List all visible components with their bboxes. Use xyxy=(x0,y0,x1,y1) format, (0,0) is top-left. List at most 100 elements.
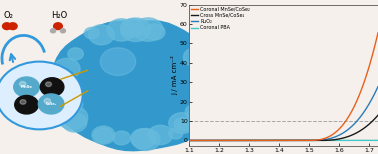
Circle shape xyxy=(146,118,171,137)
Circle shape xyxy=(150,132,161,140)
Circle shape xyxy=(163,125,176,135)
Circle shape xyxy=(196,55,215,71)
Circle shape xyxy=(15,95,38,114)
Circle shape xyxy=(151,33,169,47)
Circle shape xyxy=(94,128,113,142)
Circle shape xyxy=(63,66,74,75)
Circle shape xyxy=(84,27,99,39)
Circle shape xyxy=(144,115,165,132)
Circle shape xyxy=(84,45,112,66)
Circle shape xyxy=(55,87,81,108)
Circle shape xyxy=(51,29,56,33)
Circle shape xyxy=(179,88,192,98)
Circle shape xyxy=(105,108,122,121)
Circle shape xyxy=(173,108,183,117)
Circle shape xyxy=(160,109,187,130)
Circle shape xyxy=(113,38,140,60)
Circle shape xyxy=(141,120,160,135)
Circle shape xyxy=(164,61,177,71)
Circle shape xyxy=(83,79,98,91)
Circle shape xyxy=(200,90,220,106)
Circle shape xyxy=(121,19,144,37)
Circle shape xyxy=(99,54,112,64)
Circle shape xyxy=(81,95,91,103)
Circle shape xyxy=(105,36,120,47)
Circle shape xyxy=(62,113,87,132)
Circle shape xyxy=(112,131,132,147)
Circle shape xyxy=(100,48,136,75)
Circle shape xyxy=(84,38,104,54)
Circle shape xyxy=(188,86,215,107)
Circle shape xyxy=(43,69,74,93)
Circle shape xyxy=(124,125,143,140)
Circle shape xyxy=(167,78,185,92)
Circle shape xyxy=(145,105,167,123)
Circle shape xyxy=(192,46,208,59)
Circle shape xyxy=(46,82,51,87)
Circle shape xyxy=(68,48,84,60)
Circle shape xyxy=(38,94,64,114)
Circle shape xyxy=(60,102,90,125)
Circle shape xyxy=(46,90,77,114)
Circle shape xyxy=(112,126,137,145)
Circle shape xyxy=(84,92,113,115)
Circle shape xyxy=(93,64,104,73)
Circle shape xyxy=(169,88,190,104)
Circle shape xyxy=(60,96,74,106)
Circle shape xyxy=(169,113,195,134)
Circle shape xyxy=(159,104,178,120)
Circle shape xyxy=(129,116,150,132)
Circle shape xyxy=(142,26,158,38)
Legend: Coronal MnSe/CoSe₂, Cross MnSe/CoSe₂, RuO₂, Coronal PBA: Coronal MnSe/CoSe₂, Cross MnSe/CoSe₂, Ru… xyxy=(191,6,251,31)
Circle shape xyxy=(123,42,149,63)
Circle shape xyxy=(161,96,182,112)
Circle shape xyxy=(67,83,81,94)
Circle shape xyxy=(3,23,11,30)
Circle shape xyxy=(146,43,160,54)
Circle shape xyxy=(189,64,214,83)
Circle shape xyxy=(59,75,85,95)
Circle shape xyxy=(148,125,173,145)
Circle shape xyxy=(146,39,158,49)
Text: O₂: O₂ xyxy=(4,11,14,20)
Circle shape xyxy=(75,70,87,79)
Circle shape xyxy=(107,19,136,41)
Text: H₂O: H₂O xyxy=(51,11,67,20)
Circle shape xyxy=(74,86,98,105)
Circle shape xyxy=(78,80,106,102)
Circle shape xyxy=(44,98,51,103)
Circle shape xyxy=(121,18,150,41)
Circle shape xyxy=(134,128,157,146)
Circle shape xyxy=(56,84,85,106)
Circle shape xyxy=(80,101,106,121)
Circle shape xyxy=(177,67,202,87)
Circle shape xyxy=(92,126,115,144)
Circle shape xyxy=(108,119,131,137)
Circle shape xyxy=(85,48,113,70)
Circle shape xyxy=(105,45,118,55)
Circle shape xyxy=(167,114,191,133)
Circle shape xyxy=(141,36,158,49)
Circle shape xyxy=(130,29,143,39)
Circle shape xyxy=(164,97,183,112)
Circle shape xyxy=(170,94,195,114)
Circle shape xyxy=(136,34,150,45)
Circle shape xyxy=(165,88,185,103)
Circle shape xyxy=(93,121,105,131)
Circle shape xyxy=(84,93,111,115)
Circle shape xyxy=(132,36,147,48)
Circle shape xyxy=(94,110,119,130)
Y-axis label: j / mA cm⁻²: j / mA cm⁻² xyxy=(171,56,178,95)
Circle shape xyxy=(83,59,103,75)
Circle shape xyxy=(183,48,208,67)
Circle shape xyxy=(62,71,74,81)
Circle shape xyxy=(85,63,101,75)
Circle shape xyxy=(110,115,137,137)
Circle shape xyxy=(177,61,198,78)
Circle shape xyxy=(102,35,126,54)
Circle shape xyxy=(77,96,107,119)
Circle shape xyxy=(151,52,162,61)
Circle shape xyxy=(14,77,39,97)
Circle shape xyxy=(86,32,105,47)
Circle shape xyxy=(181,54,200,69)
